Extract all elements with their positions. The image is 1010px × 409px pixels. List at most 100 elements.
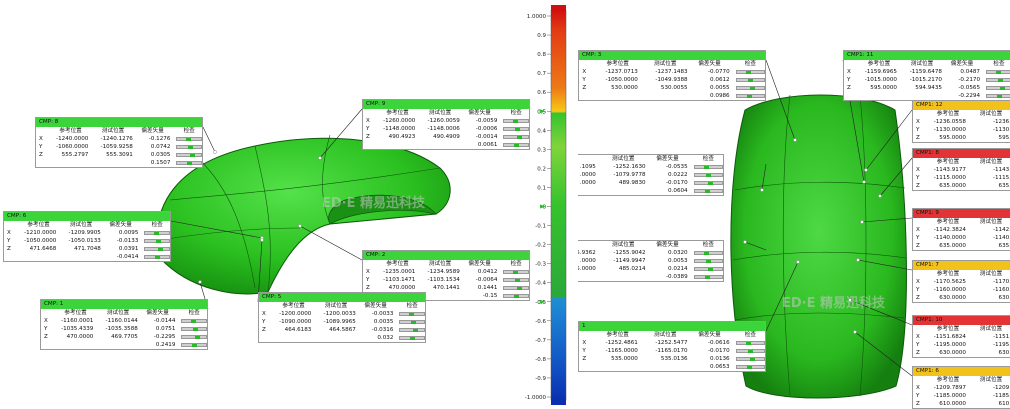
check-gauge [176, 161, 203, 165]
axis-label: X [916, 227, 920, 233]
scale-cap [551, 5, 566, 11]
axis-label: Y [365, 277, 370, 283]
value: -1234.9589 [427, 269, 460, 275]
column-header: 参考位置 测试位置 偏差矢量 检查 [579, 60, 765, 68]
column-name: 检查 [406, 303, 418, 309]
data-row: Z 630.0000 630. [913, 294, 1010, 302]
probe-point [260, 238, 264, 242]
value: 5.0000 [578, 266, 596, 272]
value: -1210.0000 [24, 230, 57, 236]
axis-label: Z [582, 356, 587, 362]
check-gauge [736, 94, 765, 98]
value: -1142.3824 [933, 227, 966, 233]
value: 0.0487 [960, 69, 980, 75]
data-row: Z 630.0000 630. [913, 349, 1010, 357]
value: 471.7048 [74, 246, 101, 252]
column-name: 测试位置 [654, 332, 677, 338]
column-header: 参考位置 测试位置 [913, 110, 1010, 118]
scale-cap [551, 399, 566, 405]
scale-marker [540, 299, 546, 304]
column-name: 参考位置 [64, 310, 87, 316]
value: -1260.0000 [383, 118, 416, 124]
total-row: -0.0414 [4, 253, 171, 261]
axis-label: Z [365, 134, 370, 140]
scale-label: 0 [543, 205, 547, 211]
value: -1130.0000 [933, 127, 966, 133]
check-gauge [736, 78, 765, 82]
column-name: 参考位置 [867, 61, 891, 67]
value: -1252.5477 [655, 340, 688, 346]
check-gauge [694, 251, 723, 255]
column-header: 参考位置 测试位置 [913, 158, 1010, 166]
value: 490.4923 [388, 134, 416, 140]
data-row: 5.9362 -1255.9042 0.0320 [578, 249, 723, 257]
data-row: 5.0000 485.0214 0.0214 [578, 265, 723, 273]
probe-point [848, 298, 852, 302]
gauge-marker [704, 166, 710, 169]
value: -1255.9042 [613, 250, 646, 256]
gauge-marker [515, 279, 521, 282]
callout: CMP1: 6 参考位置 测试位置 X -1209.7897 -1209. Y -1185.0… [912, 366, 1010, 409]
value: -1148.0000 [383, 126, 416, 132]
value: .0000 [579, 172, 596, 178]
probe-point [793, 138, 797, 142]
gauge-marker [193, 328, 199, 331]
axis-label: Z [916, 401, 920, 407]
value: -1170.5625 [933, 279, 966, 285]
check-gauge [176, 145, 203, 149]
column-name: 检查 [510, 261, 522, 267]
scale-label: -1.0000 [525, 395, 547, 401]
column-name: 测试位置 [612, 156, 635, 162]
check-gauge [144, 231, 171, 235]
watermark: ED·E 精易迅科技 [322, 196, 426, 211]
axis-label: Z [916, 135, 920, 141]
value: -0.0170 [708, 348, 730, 354]
probe-point [198, 280, 202, 284]
axis-label: Y [916, 287, 920, 293]
value: -1059.9258 [100, 144, 133, 150]
value: -1159.6965 [864, 69, 897, 75]
gauge-marker [195, 336, 201, 339]
value: 595.0000 [939, 135, 966, 141]
value: -1165.0000 [605, 348, 638, 354]
callout-title: CMP1: 12 [913, 101, 1010, 110]
callout-title: CMP1: 6 [913, 367, 1010, 376]
data-row: Z 464.6183 464.5867 -0.0316 [259, 326, 426, 334]
scale-label: -0.2 [535, 243, 546, 249]
value: .0000 [579, 258, 596, 264]
value: -1237.1483 [655, 69, 688, 75]
value: -1143.9177 [933, 167, 966, 173]
value: -0.0144 [153, 318, 176, 324]
value: -0.0006 [475, 126, 498, 132]
check-gauge [503, 127, 530, 131]
value: -1237.0713 [605, 69, 638, 75]
leader-line [849, 299, 913, 326]
value: 464.6183 [284, 327, 312, 333]
data-row: X -1209.7897 -1209. [913, 384, 1010, 392]
data-row: Z 535.0000 535.0136 0.0136 [579, 355, 765, 363]
value: 555.2797 [61, 152, 89, 158]
data-row: X -1210.0000 -1209.9905 0.0095 [4, 229, 171, 237]
probe-point [743, 240, 747, 244]
value: -1103.1471 [383, 277, 416, 283]
probe-point [878, 194, 882, 198]
scale-label: 0.8 [537, 52, 546, 58]
check-gauge [694, 267, 723, 271]
callout-title: CMP: 8 [36, 118, 202, 127]
column-name: 测试位置 [979, 271, 1003, 277]
value: -1079.9778 [613, 172, 646, 178]
data-row: Z 595.0000 594.9435 -0.0565 [844, 84, 1010, 92]
value: -1235.0001 [383, 269, 416, 275]
axis-label: Y [916, 235, 920, 241]
callout: CMP: 9 参考位置 测试位置 偏差矢量 检查 X -1260.0000 -1260.005… [362, 99, 530, 150]
value: 0.0751 [155, 326, 176, 332]
probe-point [853, 330, 857, 334]
callout: CMP1: 8 参考位置 测试位置 X -1143.9177 -1143. Y -1115.0… [912, 148, 1010, 191]
column-name: 测试位置 [428, 261, 452, 267]
gauge-marker [513, 120, 519, 123]
axis-label: Z [582, 85, 587, 91]
callout: CMP1: 11 参考位置 测试位置 偏差矢量 检查 X -1159.6965 -1159.6… [843, 50, 1010, 101]
value: -0.0535 [666, 164, 688, 170]
axis-label: Y [38, 144, 43, 150]
